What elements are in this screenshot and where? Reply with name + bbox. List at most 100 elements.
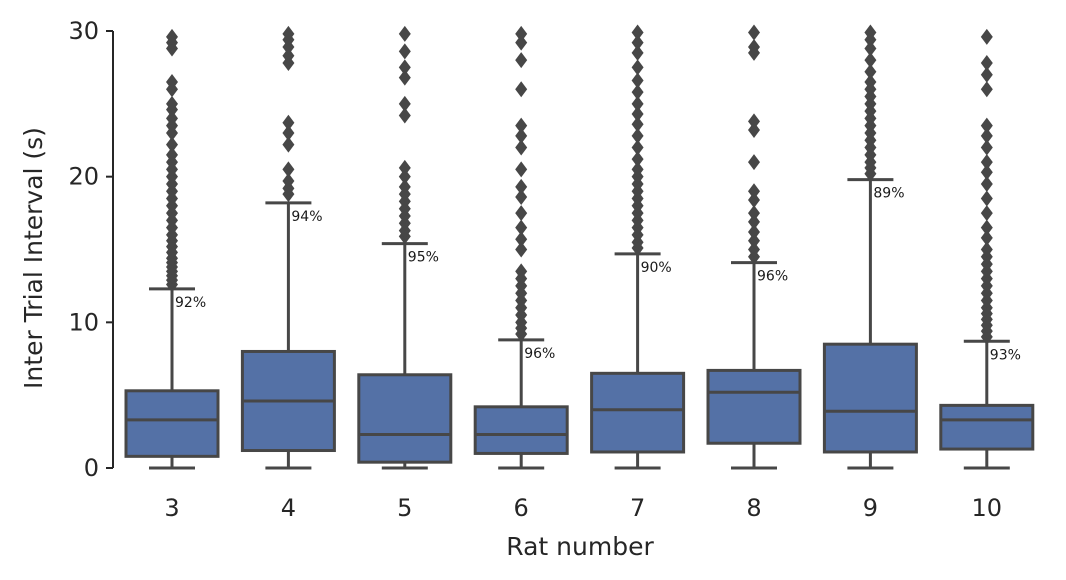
outlier-point (631, 106, 644, 123)
outlier-point (398, 178, 411, 195)
outlier-point (631, 34, 644, 51)
x-tick-label: 8 (746, 494, 761, 522)
percent-annotation: 96% (757, 269, 788, 285)
outlier-point (980, 205, 993, 222)
outlier-point (748, 191, 760, 208)
y-tick-label: 10 (68, 308, 99, 336)
y-tick-label: 0 (84, 454, 99, 482)
x-axis: 3 4 5 6 7 8 9 10 (164, 494, 1002, 522)
outlier-point (398, 159, 411, 176)
outlier-point (748, 122, 760, 139)
x-tick-label: 10 (972, 494, 1003, 522)
outlier-point (631, 44, 644, 61)
outlier-point (980, 190, 993, 207)
outlier-point (864, 40, 877, 57)
outlier-point (166, 136, 178, 153)
outlier-point (980, 127, 993, 144)
outlier-point (631, 151, 644, 168)
outlier-point (980, 55, 993, 72)
percent-annotation: 96% (524, 346, 555, 362)
outlier-point (748, 154, 760, 171)
iqr-box (357, 373, 453, 464)
outlier-point (748, 113, 760, 130)
percent-annotation: 93% (990, 347, 1021, 363)
outlier-point (980, 164, 993, 181)
x-tick-label: 4 (281, 494, 296, 522)
outlier-point (398, 43, 411, 60)
outlier-point (398, 168, 411, 185)
outlier-point (282, 25, 295, 42)
outlier-point (980, 229, 993, 246)
iqr-box (473, 405, 569, 455)
outlier-point (166, 95, 178, 112)
outlier-point (864, 24, 877, 41)
y-axis: 0 10 20 30 (68, 17, 114, 482)
outlier-point (631, 72, 644, 89)
outlier-point (748, 241, 760, 258)
outlier-point (864, 52, 877, 69)
iqr-box (822, 342, 918, 454)
outlier-point (980, 28, 993, 45)
outlier-point (515, 161, 528, 178)
box-group: 93% (939, 28, 1035, 470)
outlier-point (980, 241, 993, 258)
percent-annotation: 92% (175, 295, 206, 311)
outlier-point (864, 73, 877, 90)
outlier-point (748, 205, 760, 222)
outlier-point (631, 127, 644, 144)
box-group: 95% (357, 25, 453, 470)
outlier-point (980, 139, 993, 156)
outlier-point (282, 136, 295, 153)
outlier-point (864, 63, 877, 80)
outlier-point (282, 124, 295, 141)
x-tick-label: 5 (397, 494, 412, 522)
outlier-point (748, 224, 760, 241)
outlier-point (748, 213, 760, 230)
outlier-point (282, 47, 295, 64)
outlier-point (631, 95, 644, 112)
outlier-point (515, 231, 528, 248)
outlier-point (166, 146, 178, 163)
outlier-point (748, 232, 760, 249)
outlier-point (515, 241, 528, 258)
outlier-point (515, 263, 528, 280)
outlier-point (748, 39, 760, 56)
x-axis-title: Rat number (506, 532, 654, 561)
outlier-point (166, 73, 178, 90)
box-group: 96% (706, 24, 802, 470)
outlier-point (515, 127, 528, 144)
box-group: 89% (822, 24, 918, 470)
box-group: 90% (590, 24, 686, 470)
outlier-point (980, 117, 993, 134)
x-tick-label: 7 (630, 494, 645, 522)
percent-annotation: 90% (641, 260, 672, 276)
outlier-point (631, 116, 644, 133)
outlier-point (282, 173, 295, 190)
outlier-point (398, 59, 411, 76)
x-tick-label: 9 (863, 494, 878, 522)
outlier-point (515, 178, 528, 195)
outlier-point (515, 81, 528, 98)
outlier-point (515, 25, 528, 42)
outlier-point (748, 183, 760, 200)
outlier-point (515, 139, 528, 156)
outlier-point (515, 189, 528, 206)
y-axis-title: Inter Trial Interval (s) (19, 127, 48, 389)
x-tick-label: 6 (514, 494, 529, 522)
box-group: 96% (473, 25, 569, 470)
outlier-point (515, 117, 528, 134)
iqr-box (124, 389, 220, 458)
outlier-point (980, 154, 993, 171)
percent-annotation: 95% (408, 250, 439, 266)
y-tick-label: 30 (68, 17, 99, 45)
outlier-point (398, 69, 411, 86)
y-tick-label: 20 (68, 163, 99, 191)
iqr-box (590, 371, 686, 454)
box-group: 94% (240, 25, 336, 470)
outlier-point (398, 25, 411, 42)
x-tick-label: 3 (164, 494, 179, 522)
outlier-point (515, 219, 528, 236)
outlier-point (631, 84, 644, 101)
outlier-point (515, 34, 528, 51)
